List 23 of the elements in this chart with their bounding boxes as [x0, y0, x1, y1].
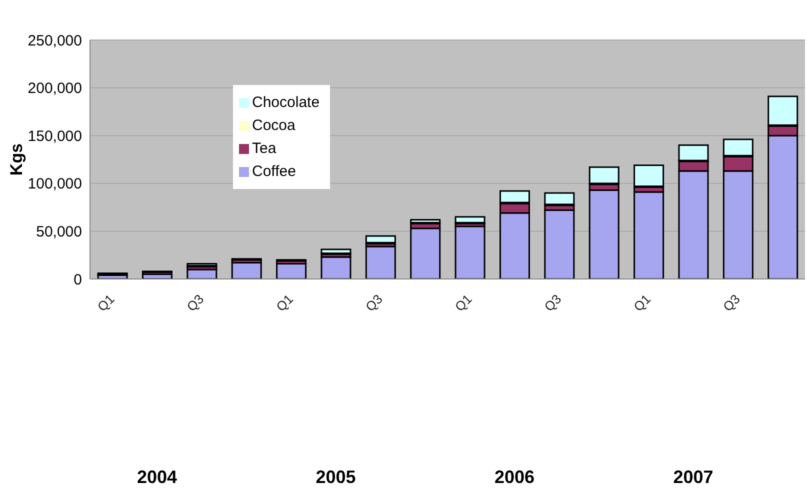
y-tick-label: 0: [74, 271, 82, 288]
y-tick-label: 50,000: [36, 224, 82, 241]
y-tick-label: 150,000: [28, 128, 82, 145]
text: 2007: [672, 467, 714, 488]
y-tick-label: 250,000: [28, 32, 82, 50]
x-tick-label: Q1: [94, 291, 118, 314]
legend-label: Chocolate: [252, 94, 320, 111]
text: 2004: [136, 467, 178, 488]
y-tick-label: 200,000: [28, 80, 82, 98]
x-tick-label: Q3: [362, 291, 386, 314]
x-tick-label: Q3: [184, 291, 207, 314]
y-axis-title: Kgs: [7, 143, 26, 176]
legend-label: Tea: [252, 140, 276, 157]
x-tick-label: Q1: [630, 291, 654, 314]
x-tick-label: Q1: [452, 291, 475, 314]
legend-label: Coffee: [252, 163, 296, 180]
text: 2005: [314, 467, 357, 488]
legend-label: Cocoa: [252, 117, 296, 134]
y-tick-label: 100,000: [28, 176, 82, 193]
x-tick-label: Q3: [720, 291, 743, 314]
x-tick-label: Q3: [541, 291, 564, 314]
text: 2006: [494, 467, 536, 488]
x-tick-label: Q1: [273, 291, 296, 314]
